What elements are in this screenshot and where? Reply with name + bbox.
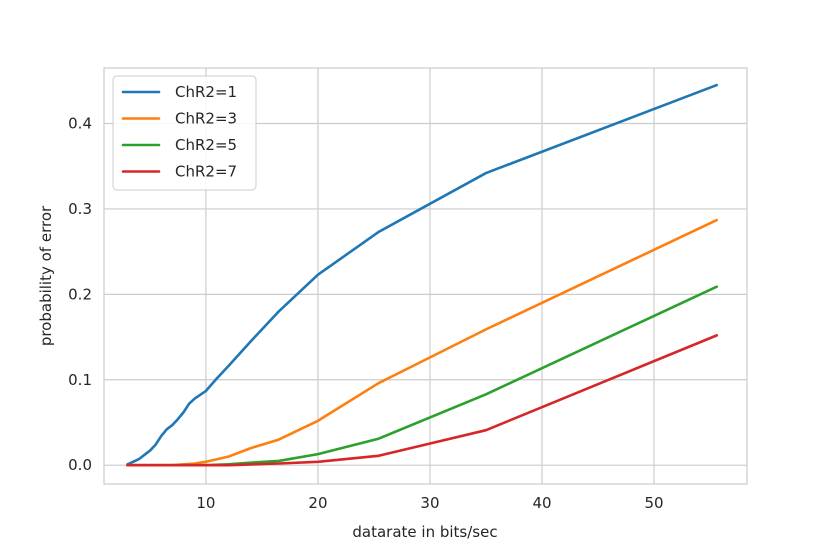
x-tick-label: 40 xyxy=(532,494,551,512)
y-tick-label: 0.2 xyxy=(68,285,92,303)
x-tick-label: 10 xyxy=(196,494,215,512)
legend: ChR2=1 ChR2=3 ChR2=5 ChR2=7 xyxy=(112,75,257,191)
plot-frame xyxy=(103,67,748,485)
y-tick-label: 0.4 xyxy=(68,115,92,133)
y-tick-label: 0.3 xyxy=(68,200,92,218)
legend-entry-label: ChR2=1 xyxy=(175,83,237,101)
y-tick-label: 0.0 xyxy=(68,456,92,474)
x-axis-label: datarate in bits/sec xyxy=(352,523,497,541)
series-line-2 xyxy=(126,218,719,467)
series-line-3 xyxy=(126,285,719,467)
x-tick-label: 20 xyxy=(308,494,327,512)
legend-box xyxy=(112,75,257,191)
series-line-1 xyxy=(126,83,719,466)
series-lines xyxy=(126,83,719,467)
y-axis-label: probability of error xyxy=(37,205,55,346)
legend-entry-label: ChR2=3 xyxy=(175,110,237,128)
x-tick-label: 30 xyxy=(420,494,439,512)
tick-labels: 10 20 30 40 50 0.0 0.1 0.2 0.3 0.4 xyxy=(68,115,663,512)
x-tick-label: 50 xyxy=(644,494,663,512)
legend-entry-label: ChR2=5 xyxy=(175,136,237,154)
legend-entry-label: ChR2=7 xyxy=(175,163,237,181)
y-tick-label: 0.1 xyxy=(68,371,92,389)
series-line-4 xyxy=(126,334,719,467)
